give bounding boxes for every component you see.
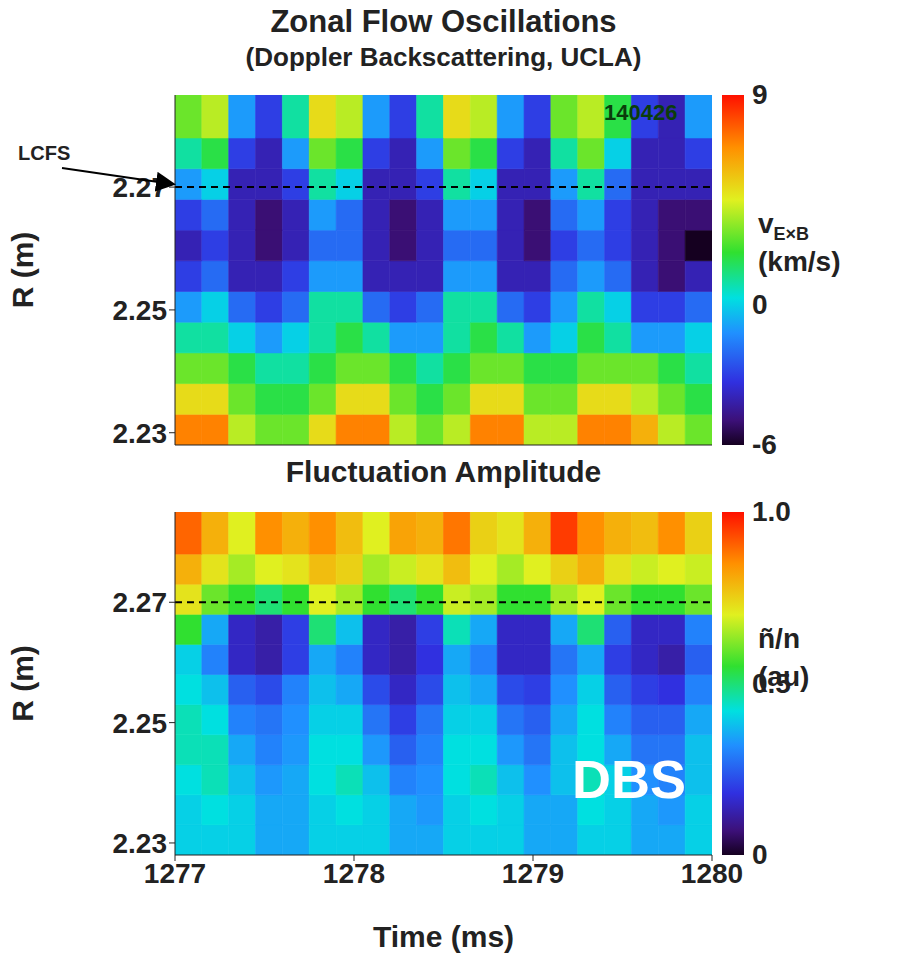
html-text:LCFS: LCFS bbox=[18, 142, 71, 164]
html-text:vE×B: vE×B bbox=[758, 208, 810, 244]
html-text:Zonal Flow Oscillations: Zonal Flow Oscillations bbox=[270, 4, 617, 39]
svg-text:1280: 1280 bbox=[681, 858, 743, 889]
html-text:(km/s): (km/s) bbox=[758, 246, 841, 277]
svg-text:2.25: 2.25 bbox=[113, 295, 168, 326]
html-text:ñ/n: ñ/n bbox=[758, 622, 800, 654]
svg-text:2.23: 2.23 bbox=[113, 828, 168, 859]
svg-text:2.25: 2.25 bbox=[113, 708, 168, 739]
html-text:0.5: 0.5 bbox=[752, 667, 791, 699]
html-text:0: 0 bbox=[752, 289, 768, 320]
svg-text:2.23: 2.23 bbox=[113, 418, 168, 449]
svg-text:R (m): R (m) bbox=[6, 232, 39, 309]
svg-text:1277: 1277 bbox=[144, 858, 206, 889]
html-text:-6: -6 bbox=[752, 429, 777, 460]
html-text:DBS: DBS bbox=[572, 749, 686, 809]
svg-text:Time (ms): Time (ms) bbox=[373, 920, 514, 953]
svg-text:1278: 1278 bbox=[323, 858, 385, 889]
svg-text:1279: 1279 bbox=[502, 858, 564, 889]
svg-text:R (m): R (m) bbox=[6, 645, 39, 722]
html-text:1.0: 1.0 bbox=[752, 496, 791, 527]
svg-text:2.27: 2.27 bbox=[113, 587, 168, 618]
html-text:9: 9 bbox=[752, 79, 768, 110]
html-text:Fluctuation Amplitude: Fluctuation Amplitude bbox=[285, 455, 602, 488]
html-text:(au): (au) bbox=[758, 660, 810, 692]
html-text:140426: 140426 bbox=[604, 100, 678, 125]
html-text:0: 0 bbox=[752, 839, 768, 870]
html-text:(Doppler Backscattering, UCLA): (Doppler Backscattering, UCLA) bbox=[245, 42, 642, 72]
svg-text:2.27: 2.27 bbox=[113, 172, 168, 203]
